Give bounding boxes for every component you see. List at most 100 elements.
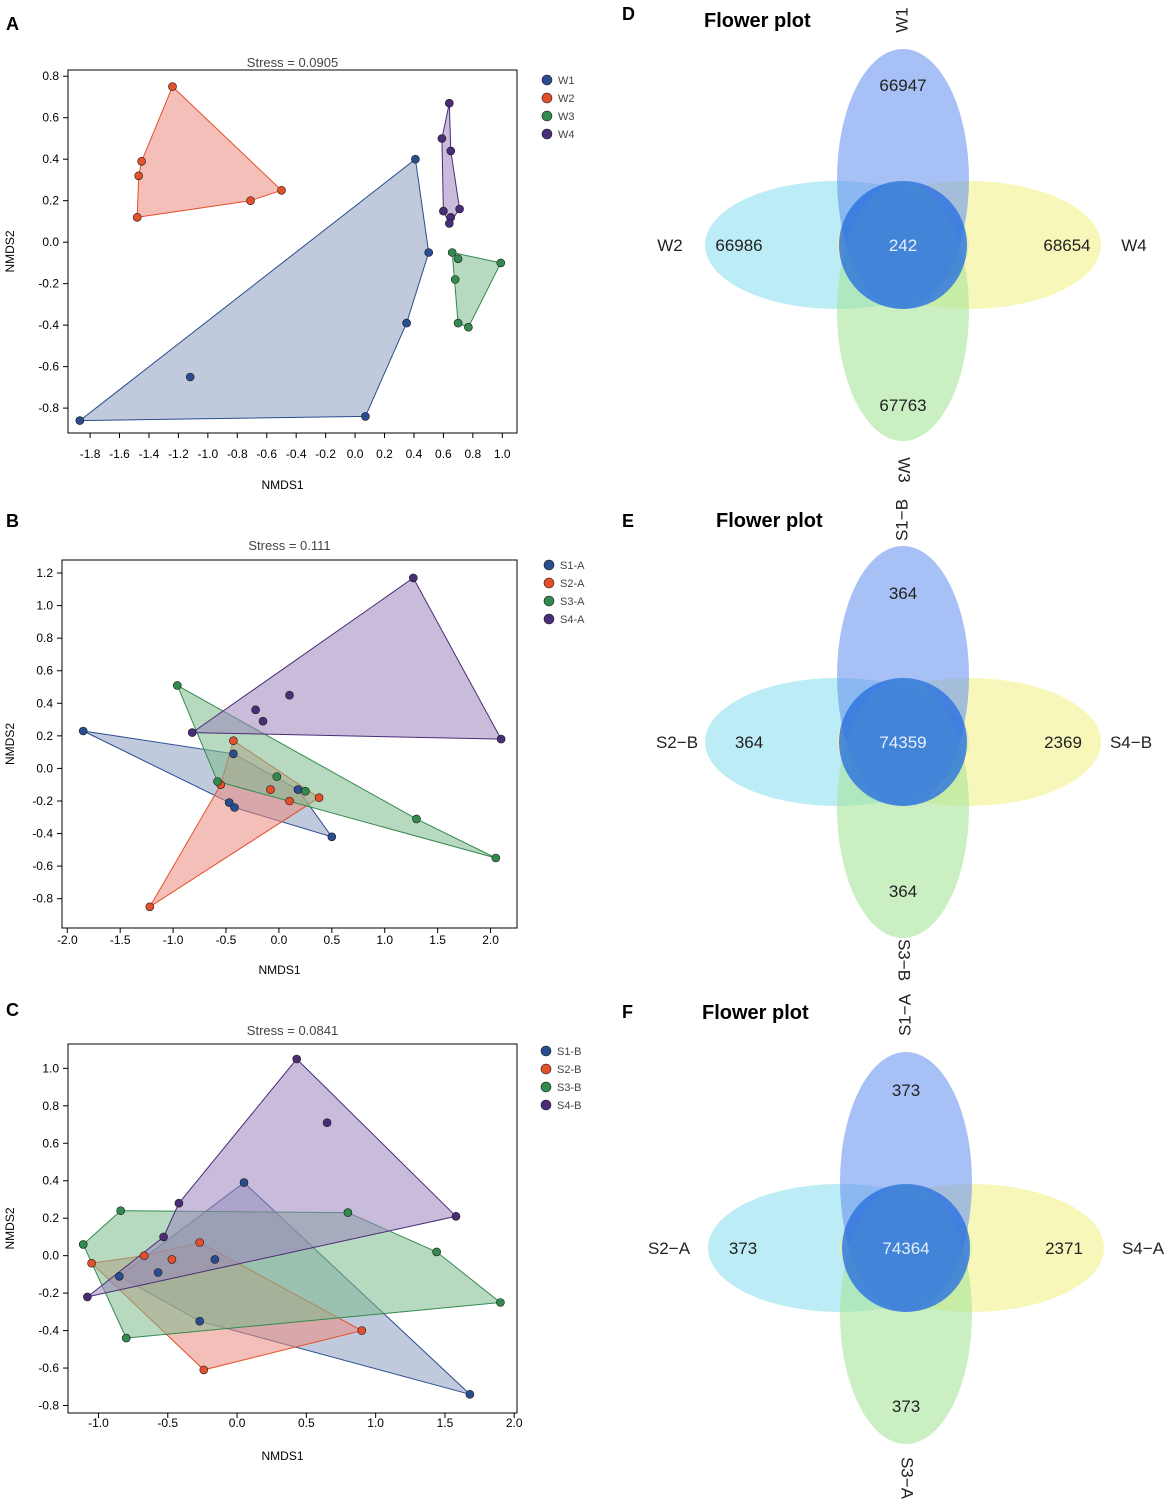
point-S2-B-4 bbox=[357, 1326, 367, 1335]
point-S4-A-3 bbox=[258, 716, 268, 726]
y-tick-label: -0.6 bbox=[38, 1361, 59, 1375]
point-W2-4 bbox=[246, 196, 255, 205]
legend-label: W3 bbox=[558, 111, 575, 123]
x-tick-label: 0.8 bbox=[464, 447, 481, 461]
x-tick-label: 0.5 bbox=[298, 1416, 315, 1430]
flower-panel-D: D Flower plot 66947 67763 66986 68654 242 W2 W4 W… bbox=[622, 4, 1147, 483]
y-tick-label: 1.0 bbox=[36, 599, 53, 613]
chart-title: Stress = 0.111 bbox=[248, 538, 330, 553]
point-W3-1 bbox=[453, 254, 463, 264]
petal-label-left: S2−B bbox=[656, 733, 698, 752]
x-tick-label: -1.0 bbox=[163, 933, 184, 947]
hull-W4 bbox=[441, 103, 461, 225]
petal-count-left: 373 bbox=[729, 1239, 757, 1258]
y-tick-label: 0.6 bbox=[42, 111, 59, 125]
y-tick-label: -0.6 bbox=[38, 360, 59, 374]
hull-W1 bbox=[78, 158, 430, 422]
y-tick-label: 1.2 bbox=[36, 566, 53, 580]
y-tick-label: -0.2 bbox=[38, 1286, 59, 1300]
flower-title: Flower plot bbox=[704, 10, 811, 32]
point-S1-A-0 bbox=[78, 726, 88, 736]
point-S4-A-2 bbox=[251, 705, 260, 715]
y-tick-label: 0.8 bbox=[42, 1099, 59, 1113]
x-tick-label: 1.0 bbox=[494, 447, 511, 461]
point-S2-B-0 bbox=[139, 1251, 149, 1260]
legend-label: W1 bbox=[558, 75, 575, 87]
point-W3-0 bbox=[447, 248, 457, 257]
hull-W2 bbox=[136, 85, 283, 218]
x-axis-label: NMDS1 bbox=[261, 478, 303, 492]
petal-count-bottom: 67763 bbox=[879, 396, 926, 415]
y-tick-label: 1.0 bbox=[42, 1061, 59, 1075]
legend-label: S3-A bbox=[560, 596, 585, 608]
point-W3-3 bbox=[450, 275, 460, 284]
point-W4-4 bbox=[455, 204, 464, 214]
x-tick-label: 1.0 bbox=[376, 933, 393, 947]
y-axis-label: NMDS2 bbox=[3, 230, 17, 272]
hull-S4-A bbox=[190, 577, 502, 740]
point-W4-3 bbox=[439, 206, 448, 216]
chart-title: Stress = 0.0841 bbox=[247, 1023, 338, 1038]
petal-count-bottom: 373 bbox=[892, 1397, 920, 1416]
y-tick-label: -0.8 bbox=[32, 892, 53, 906]
y-tick-label: -0.4 bbox=[38, 318, 59, 332]
point-S3-B-2 bbox=[432, 1247, 441, 1257]
point-W1-4 bbox=[411, 154, 420, 164]
scatter-panel-B: B Stress = 0.111 -2.0 -1.5 -1.0 -0.5 0.0 0.5 1.0… bbox=[3, 511, 585, 977]
panel-letter: B bbox=[6, 511, 19, 531]
legend-marker-S1-B bbox=[540, 1045, 552, 1057]
x-tick-label: 1.5 bbox=[437, 1416, 454, 1430]
y-tick-label: -0.8 bbox=[38, 401, 59, 415]
point-W3-2 bbox=[496, 258, 506, 268]
petal-count-top: 373 bbox=[892, 1081, 920, 1100]
point-W1-2 bbox=[361, 412, 370, 421]
point-S3-A-0 bbox=[173, 681, 182, 690]
point-S3-B-4 bbox=[496, 1298, 505, 1307]
point-S1-A-3 bbox=[224, 798, 234, 807]
y-tick-label: 0.6 bbox=[42, 1136, 59, 1150]
x-tick-label: -1.0 bbox=[198, 447, 219, 461]
plot-frame bbox=[61, 559, 518, 929]
point-S4-B-2 bbox=[174, 1198, 184, 1208]
y-tick-label: 0.0 bbox=[42, 235, 59, 249]
petal-count-left: 364 bbox=[735, 733, 763, 752]
point-W4-1 bbox=[437, 134, 447, 143]
y-tick-label: -0.2 bbox=[32, 794, 53, 808]
point-S1-B-4 bbox=[195, 1316, 204, 1326]
panel-letter: E bbox=[622, 511, 634, 531]
point-S2-A-3 bbox=[285, 796, 294, 806]
point-W2-0 bbox=[168, 82, 177, 91]
flower-title: Flower plot bbox=[702, 1002, 809, 1024]
point-S3-B-5 bbox=[121, 1333, 131, 1343]
petal-count-bottom: 364 bbox=[889, 882, 917, 901]
x-tick-label: 0.4 bbox=[406, 447, 423, 461]
scatter-panel-A: A Stress = 0.0905 -1.8 -1.6 -1.4 -1.2 -1.0 -0.8… bbox=[3, 14, 575, 492]
x-tick-label: 1.5 bbox=[429, 933, 446, 947]
x-tick-label: -1.4 bbox=[139, 447, 160, 461]
point-S1-A-5 bbox=[327, 832, 337, 842]
flower-panel-E: E Flower plot 364 364 364 2369 74359 S2−B S4−B S1… bbox=[622, 499, 1152, 981]
x-tick-label: 1.0 bbox=[367, 1416, 384, 1430]
x-tick-label: -1.0 bbox=[88, 1416, 109, 1430]
point-W1-0 bbox=[75, 416, 85, 425]
point-S1-A-4 bbox=[230, 803, 239, 812]
x-tick-label: 0.0 bbox=[229, 1416, 246, 1430]
x-tick-label: -0.6 bbox=[256, 447, 277, 461]
petal-label-bottom: S3−A bbox=[898, 1457, 917, 1500]
point-S4-B-1 bbox=[322, 1118, 332, 1127]
x-tick-label: -0.5 bbox=[216, 933, 237, 947]
x-tick-label: 0.0 bbox=[271, 933, 288, 947]
legend-label: S4-A bbox=[560, 614, 585, 626]
x-tick-label: 0.2 bbox=[376, 447, 393, 461]
x-tick-label: -1.8 bbox=[80, 447, 101, 461]
petal-label-left: W2 bbox=[657, 236, 683, 255]
legend-marker-S4-B bbox=[540, 1099, 552, 1111]
panel-letter: C bbox=[6, 1000, 19, 1020]
scatter-panel-C: C Stress = 0.0841 -1.0 -0.5 0.0 0.5 1.0 1.5 2.0 -… bbox=[3, 1000, 581, 1463]
legend-label: W2 bbox=[558, 93, 575, 105]
y-tick-label: 0.4 bbox=[36, 696, 53, 710]
x-tick-label: 0.0 bbox=[347, 447, 364, 461]
point-S3-A-3 bbox=[301, 786, 310, 796]
legend-marker-W2 bbox=[541, 92, 553, 104]
